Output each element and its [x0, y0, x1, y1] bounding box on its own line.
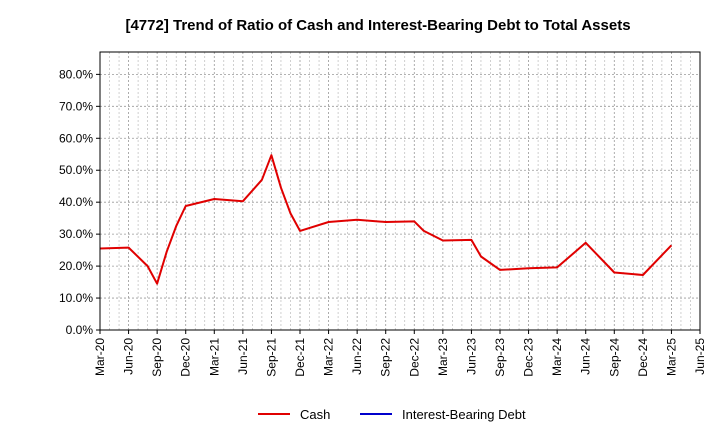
y-tick-label: 60.0% — [59, 131, 93, 145]
y-tick-label: 80.0% — [59, 67, 93, 81]
legend-label-cash: Cash — [300, 407, 330, 422]
legend: Cash Interest-Bearing Debt — [258, 407, 526, 422]
x-tick-label: Sep-20 — [150, 338, 164, 377]
x-tick-label: Mar-20 — [93, 338, 107, 376]
plot-frame — [99, 51, 701, 331]
x-tick-label: Jun-25 — [693, 338, 707, 375]
plot-area — [100, 52, 700, 330]
x-tick-label: Jun-21 — [236, 338, 250, 375]
x-tick-label: Sep-22 — [379, 338, 393, 377]
x-tick-label: Mar-21 — [207, 338, 221, 376]
x-tick-label: Jun-20 — [122, 338, 136, 375]
x-tick-label: Dec-24 — [636, 338, 650, 377]
x-tick-label: Dec-23 — [522, 338, 536, 377]
x-tick-label: Jun-23 — [464, 338, 478, 375]
x-tick-label: Sep-23 — [493, 338, 507, 377]
chart-title: [4772] Trend of Ratio of Cash and Intere… — [125, 17, 630, 34]
x-tick-label: Mar-22 — [322, 338, 336, 376]
x-tick-label: Dec-20 — [179, 338, 193, 377]
x-tick-label: Jun-24 — [579, 338, 593, 375]
y-tick-label: 0.0% — [66, 323, 94, 337]
y-tick-label: 20.0% — [59, 259, 93, 273]
y-tick-label: 70.0% — [59, 99, 93, 113]
x-tick-label: Dec-22 — [407, 338, 421, 377]
y-tick-label: 10.0% — [59, 291, 93, 305]
y-tick-label: 50.0% — [59, 163, 93, 177]
y-tick-label: 30.0% — [59, 227, 93, 241]
x-tick-label: Jun-22 — [350, 338, 364, 375]
series-layer — [99, 154, 673, 285]
series-line-cash — [99, 154, 673, 285]
legend-label-debt: Interest-Bearing Debt — [402, 407, 526, 422]
x-tick-label: Mar-24 — [550, 338, 564, 376]
x-tick-label: Sep-24 — [607, 338, 621, 377]
x-tick-label: Sep-21 — [264, 338, 278, 377]
y-tick-label: 40.0% — [59, 195, 93, 209]
y-axis: 0.0% 10.0% 20.0% 30.0% 40.0% 50.0% 60.0% 70.0% 8… — [59, 67, 100, 337]
x-tick-label: Mar-25 — [664, 338, 678, 376]
x-tick-label: Dec-21 — [293, 338, 307, 377]
x-tick-label: Mar-23 — [436, 338, 450, 376]
x-axis: Mar-20 Jun-20 Sep-20 Dec-20 Mar-21 Jun-21 Sep-… — [93, 330, 707, 377]
